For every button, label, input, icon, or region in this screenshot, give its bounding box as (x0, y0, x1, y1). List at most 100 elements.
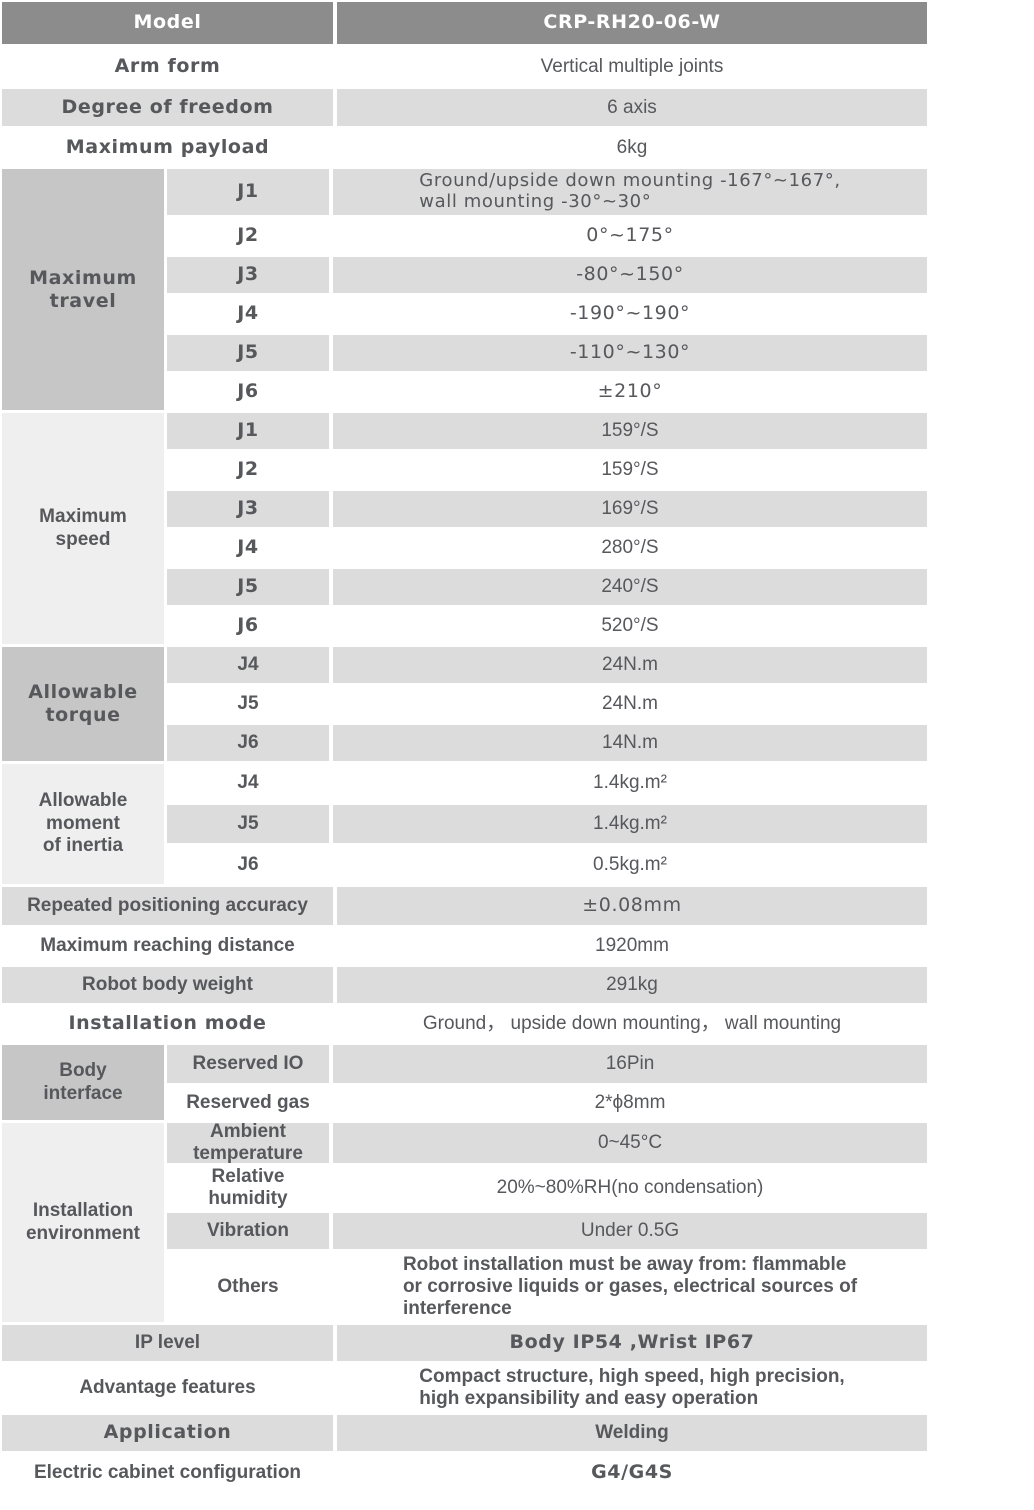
travel-j1-label: J1 (167, 169, 329, 215)
row-travel-j6: J6 ±210° (167, 374, 927, 410)
inertia-j6-value: 0.5kg.m² (333, 846, 927, 884)
advantage-features-value-cell: Compact structure, high speed, high prec… (337, 1364, 927, 1412)
row-torque-j4: J4 24N.m (167, 647, 927, 683)
allowable-torque-title: Allowable torque (2, 647, 164, 761)
travel-j1-value-cell: Ground/upside down mounting -167°~167°, … (333, 169, 927, 215)
speed-j2-label: J2 (167, 452, 329, 488)
maximum-payload-value: 6kg (337, 129, 927, 166)
speed-j6-value: 520°/S (333, 608, 927, 644)
robot-body-weight-value: 291kg (337, 967, 927, 1003)
speed-j5-label: J5 (167, 569, 329, 605)
row-application: Application Welding (2, 1415, 927, 1451)
others-value-cell: Robot installation must be away from: fl… (333, 1252, 927, 1322)
maximum-travel-group: Maximum travel J1 Ground/upside down mou… (2, 169, 927, 410)
maximum-speed-title: Maximum speed (2, 413, 164, 644)
row-repeated-positioning-accuracy: Repeated positioning accuracy ±0.08mm (2, 887, 927, 925)
row-ambient-temperature: Ambient temperature 0~45°C (167, 1121, 927, 1164)
others-label: Others (167, 1252, 329, 1322)
row-travel-j5: J5 -110°~130° (167, 335, 927, 371)
allowable-moment-of-inertia-title: Allowable moment of inertia (2, 764, 164, 884)
travel-j3-value: -80°~150° (333, 257, 927, 293)
row-vibration: Vibration Under 0.5G (167, 1213, 927, 1249)
row-travel-j4: J4 -190°~190° (167, 296, 927, 332)
row-travel-j1: J1 Ground/upside down mounting -167°~167… (167, 169, 927, 215)
torque-j4-value: 24N.m (333, 647, 927, 683)
row-torque-j5: J5 24N.m (167, 686, 927, 722)
repeated-positioning-accuracy-value: ±0.08mm (337, 887, 927, 925)
installation-mode-value: Ground， upside down mounting， wall mount… (337, 1006, 927, 1042)
maximum-reaching-distance-value: 1920mm (337, 928, 927, 964)
reserved-io-value: 16Pin (333, 1045, 927, 1083)
row-speed-j4: J4 280°/S (167, 530, 927, 566)
torque-j6-label: J6 (167, 725, 329, 761)
row-advantage-features: Advantage features Compact structure, hi… (2, 1364, 927, 1412)
row-ip-level: IP level Body IP54 ,Wrist IP67 (2, 1325, 927, 1361)
others-value: Robot installation must be away from: fl… (402, 1254, 858, 1319)
allowable-torque-rows: J4 24N.m J5 24N.m J6 14N.m (167, 647, 927, 761)
reserved-gas-label: Reserved gas (167, 1086, 329, 1120)
electric-cabinet-configuration-value: G4/G4S (337, 1454, 927, 1492)
row-electric-cabinet-configuration: Electric cabinet configuration G4/G4S (2, 1454, 927, 1492)
row-maximum-reaching-distance: Maximum reaching distance 1920mm (2, 928, 927, 964)
speed-j1-value: 159°/S (333, 413, 927, 449)
row-relative-humidity: Relative humidity 20%~80%RH(no condensat… (167, 1166, 927, 1210)
speed-j2-value: 159°/S (333, 452, 927, 488)
inertia-j5-value: 1.4kg.m² (333, 805, 927, 843)
maximum-travel-rows: J1 Ground/upside down mounting -167°~167… (167, 169, 927, 410)
row-speed-j6: J6 520°/S (167, 608, 927, 644)
degree-of-freedom-label: Degree of freedom (2, 89, 333, 126)
ip-level-label: IP level (2, 1325, 333, 1361)
advantage-features-value: Compact structure, high speed, high prec… (419, 1366, 845, 1409)
installation-environment-rows: Ambient temperature 0~45°C Relative humi… (167, 1121, 927, 1322)
allowable-torque-group: Allowable torque J4 24N.m J5 24N.m J6 14… (2, 647, 927, 761)
row-robot-body-weight: Robot body weight 291kg (2, 967, 927, 1003)
inertia-j6-label: J6 (167, 846, 329, 884)
installation-environment-title: Installation environment (2, 1123, 164, 1322)
repeated-positioning-accuracy-label: Repeated positioning accuracy (2, 887, 333, 925)
travel-j4-value: -190°~190° (333, 296, 927, 332)
row-inertia-j5: J5 1.4kg.m² (167, 805, 927, 843)
spec-table: Model CRP-RH20-06-W Arm form Vertical mu… (2, 2, 927, 1492)
application-label: Application (2, 1415, 333, 1451)
row-travel-j3: J3 -80°~150° (167, 257, 927, 293)
torque-j6-value: 14N.m (333, 725, 927, 761)
installation-mode-label: Installation mode (2, 1006, 333, 1042)
travel-j5-value: -110°~130° (333, 335, 927, 371)
row-maximum-payload: Maximum payload 6kg (2, 129, 927, 166)
maximum-payload-label: Maximum payload (2, 129, 333, 166)
application-value: Welding (337, 1415, 927, 1451)
row-installation-mode: Installation mode Ground， upside down mo… (2, 1006, 927, 1042)
travel-j6-value: ±210° (333, 374, 927, 410)
speed-j3-label: J3 (167, 491, 329, 527)
allowable-moment-of-inertia-group: Allowable moment of inertia J4 1.4kg.m² … (2, 764, 927, 884)
advantage-features-label: Advantage features (2, 1364, 333, 1412)
travel-j2-label: J2 (167, 218, 329, 254)
body-interface-title: Body interface (2, 1045, 164, 1120)
body-interface-group: Body interface Reserved IO 16Pin Reserve… (2, 1045, 927, 1120)
row-travel-j2: J2 0°~175° (167, 218, 927, 254)
row-inertia-j4: J4 1.4kg.m² (167, 764, 927, 802)
travel-j6-label: J6 (167, 374, 329, 410)
row-others: Others Robot installation must be away f… (167, 1252, 927, 1322)
speed-j4-value: 280°/S (333, 530, 927, 566)
model-value: CRP-RH20-06-W (337, 2, 927, 44)
reserved-io-label: Reserved IO (167, 1045, 329, 1083)
torque-j4-label: J4 (167, 647, 329, 683)
speed-j5-value: 240°/S (333, 569, 927, 605)
electric-cabinet-configuration-label: Electric cabinet configuration (2, 1454, 333, 1492)
torque-j5-value: 24N.m (333, 686, 927, 722)
maximum-speed-rows: J1 159°/S J2 159°/S J3 169°/S J4 280°/S … (167, 413, 927, 644)
ambient-temperature-label: Ambient temperature (167, 1121, 329, 1164)
model-label: Model (2, 2, 333, 44)
relative-humidity-value: 20%~80%RH(no condensation) (333, 1166, 927, 1210)
vibration-label: Vibration (167, 1213, 329, 1249)
robot-body-weight-label: Robot body weight (2, 967, 333, 1003)
torque-j5-label: J5 (167, 686, 329, 722)
row-inertia-j6: J6 0.5kg.m² (167, 846, 927, 884)
row-speed-j1: J1 159°/S (167, 413, 927, 449)
reserved-gas-value: 2*ϕ8mm (333, 1086, 927, 1120)
maximum-reaching-distance-label: Maximum reaching distance (2, 928, 333, 964)
speed-j6-label: J6 (167, 608, 329, 644)
speed-j4-label: J4 (167, 530, 329, 566)
row-torque-j6: J6 14N.m (167, 725, 927, 761)
